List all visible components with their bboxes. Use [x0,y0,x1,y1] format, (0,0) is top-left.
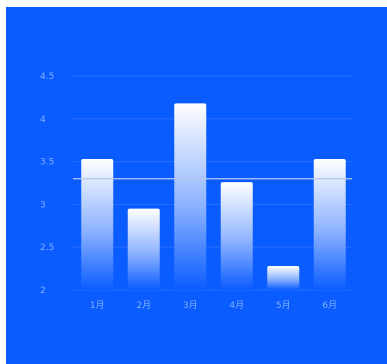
y-tick-label: 3 [40,200,46,210]
x-tick-label: 3月 [183,300,198,311]
x-tick-label: 1月 [90,300,105,311]
bar [81,159,114,290]
bar [174,103,207,290]
x-axis-tick-labels: 1月 2月 3月 4月 5月 6月 [90,300,337,311]
x-tick-label: 6月 [322,300,337,311]
y-axis-tick-labels: 2 2.5 3 3.5 4 4.5 [40,72,54,296]
y-tick-label: 2 [40,286,46,296]
y-tick-label: 3.5 [40,158,54,168]
y-tick-label: 4 [40,115,46,125]
y-tick-label: 4.5 [40,72,54,82]
gridlines [73,75,352,291]
bar [267,266,300,290]
x-tick-label: 2月 [136,300,151,311]
y-tick-label: 2.5 [40,243,54,253]
bar [127,208,160,290]
x-tick-label: 5月 [276,300,291,311]
bar [220,182,253,290]
x-tick-label: 4月 [229,300,244,311]
bar [313,159,346,290]
bars [81,103,346,290]
